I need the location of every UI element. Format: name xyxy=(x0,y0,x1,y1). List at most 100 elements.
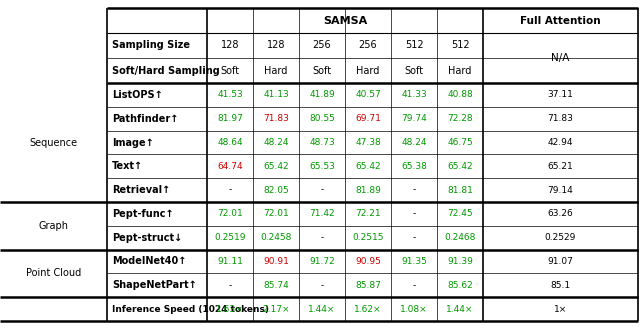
Text: ShapeNetPart↑: ShapeNetPart↑ xyxy=(112,280,196,290)
Text: Graph: Graph xyxy=(38,221,68,231)
Text: Soft: Soft xyxy=(404,65,424,75)
Text: 85.62: 85.62 xyxy=(447,281,473,290)
Text: 71.83: 71.83 xyxy=(263,114,289,123)
Text: 65.42: 65.42 xyxy=(263,162,289,171)
Text: 63.26: 63.26 xyxy=(548,209,573,218)
Text: 71.42: 71.42 xyxy=(309,209,335,218)
Text: 0.2529: 0.2529 xyxy=(545,233,576,242)
Text: 0.2458: 0.2458 xyxy=(260,233,292,242)
Text: 1.62×: 1.62× xyxy=(355,305,381,314)
Text: 0.2519: 0.2519 xyxy=(214,233,246,242)
Text: Point Cloud: Point Cloud xyxy=(26,268,81,278)
Text: 91.72: 91.72 xyxy=(309,257,335,266)
Text: -: - xyxy=(412,281,415,290)
Text: 82.05: 82.05 xyxy=(263,186,289,194)
Text: 48.64: 48.64 xyxy=(217,138,243,147)
Text: Inference Speed (1024 tokens): Inference Speed (1024 tokens) xyxy=(112,305,269,314)
Text: 48.24: 48.24 xyxy=(401,138,427,147)
Text: 0.2515: 0.2515 xyxy=(352,233,384,242)
Text: 90.95: 90.95 xyxy=(355,257,381,266)
Text: 71.83: 71.83 xyxy=(548,114,573,123)
Text: 81.89: 81.89 xyxy=(355,186,381,194)
Text: 65.42: 65.42 xyxy=(355,162,381,171)
Text: -: - xyxy=(321,186,324,194)
Text: -: - xyxy=(321,281,324,290)
Text: 48.24: 48.24 xyxy=(263,138,289,147)
Text: 91.35: 91.35 xyxy=(401,257,427,266)
Text: Soft/Hard Sampling: Soft/Hard Sampling xyxy=(112,65,220,75)
Text: 64.74: 64.74 xyxy=(217,162,243,171)
Text: 46.75: 46.75 xyxy=(447,138,473,147)
Text: 79.74: 79.74 xyxy=(401,114,427,123)
Text: 0.2468: 0.2468 xyxy=(444,233,476,242)
Text: 48.73: 48.73 xyxy=(309,138,335,147)
Text: Text↑: Text↑ xyxy=(112,161,143,171)
Text: Pept-struct↓: Pept-struct↓ xyxy=(112,233,182,243)
Text: 85.1: 85.1 xyxy=(550,281,571,290)
Text: 1.44×: 1.44× xyxy=(446,305,474,314)
Text: Full Attention: Full Attention xyxy=(520,15,601,26)
Text: 42.94: 42.94 xyxy=(548,138,573,147)
Text: 80.55: 80.55 xyxy=(309,114,335,123)
Text: 1.08×: 1.08× xyxy=(400,305,428,314)
Text: 81.81: 81.81 xyxy=(447,186,473,194)
Text: 72.21: 72.21 xyxy=(355,209,381,218)
Text: -: - xyxy=(412,186,415,194)
Text: 41.13: 41.13 xyxy=(263,90,289,99)
Text: 85.74: 85.74 xyxy=(263,281,289,290)
Text: 512: 512 xyxy=(404,40,423,50)
Text: 128: 128 xyxy=(221,40,239,50)
Text: Pept-func↑: Pept-func↑ xyxy=(112,209,173,219)
Text: Retrieval↑: Retrieval↑ xyxy=(112,185,170,195)
Text: 2.17×: 2.17× xyxy=(262,305,290,314)
Text: 65.38: 65.38 xyxy=(401,162,427,171)
Text: 1.63×: 1.63× xyxy=(216,305,244,314)
Text: 128: 128 xyxy=(267,40,285,50)
Text: -: - xyxy=(412,233,415,242)
Text: 69.71: 69.71 xyxy=(355,114,381,123)
Text: 1.44×: 1.44× xyxy=(308,305,336,314)
Text: 79.14: 79.14 xyxy=(548,186,573,194)
Text: 91.07: 91.07 xyxy=(548,257,573,266)
Text: -: - xyxy=(228,281,232,290)
Text: 65.42: 65.42 xyxy=(447,162,473,171)
Text: 40.88: 40.88 xyxy=(447,90,473,99)
Text: 256: 256 xyxy=(358,40,378,50)
Text: Sequence: Sequence xyxy=(29,138,77,147)
Text: Hard: Hard xyxy=(356,65,380,75)
Text: 41.33: 41.33 xyxy=(401,90,427,99)
Text: 1×: 1× xyxy=(554,305,567,314)
Text: Sampling Size: Sampling Size xyxy=(112,40,190,50)
Text: 41.53: 41.53 xyxy=(217,90,243,99)
Text: 47.38: 47.38 xyxy=(355,138,381,147)
Text: -: - xyxy=(412,209,415,218)
Text: 512: 512 xyxy=(451,40,469,50)
Text: 65.53: 65.53 xyxy=(309,162,335,171)
Text: ListOPS↑: ListOPS↑ xyxy=(112,90,163,100)
Text: 72.45: 72.45 xyxy=(447,209,473,218)
Text: 40.57: 40.57 xyxy=(355,90,381,99)
Text: Image↑: Image↑ xyxy=(112,138,154,147)
Text: 81.97: 81.97 xyxy=(217,114,243,123)
Text: 72.01: 72.01 xyxy=(217,209,243,218)
Text: Pathfinder↑: Pathfinder↑ xyxy=(112,114,179,124)
Text: N/A: N/A xyxy=(551,53,570,63)
Text: SAMSA: SAMSA xyxy=(323,15,367,26)
Text: Hard: Hard xyxy=(264,65,288,75)
Text: 256: 256 xyxy=(313,40,332,50)
Text: 91.39: 91.39 xyxy=(447,257,473,266)
Text: 85.87: 85.87 xyxy=(355,281,381,290)
Text: 41.89: 41.89 xyxy=(309,90,335,99)
Text: 91.11: 91.11 xyxy=(217,257,243,266)
Text: 65.21: 65.21 xyxy=(548,162,573,171)
Text: ModelNet40↑: ModelNet40↑ xyxy=(112,257,186,266)
Text: Soft: Soft xyxy=(312,65,332,75)
Text: -: - xyxy=(321,233,324,242)
Text: -: - xyxy=(228,186,232,194)
Text: 37.11: 37.11 xyxy=(548,90,573,99)
Text: 72.28: 72.28 xyxy=(447,114,473,123)
Text: Soft: Soft xyxy=(220,65,239,75)
Text: Hard: Hard xyxy=(448,65,472,75)
Text: 90.91: 90.91 xyxy=(263,257,289,266)
Text: 72.01: 72.01 xyxy=(263,209,289,218)
